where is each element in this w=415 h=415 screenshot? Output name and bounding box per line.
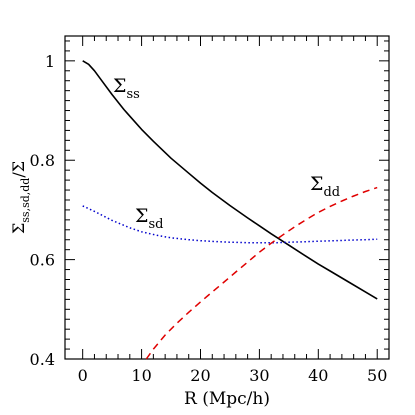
x-tick-label: 50: [367, 366, 387, 385]
x-tick-label: 10: [131, 366, 151, 385]
x-axis-label: R (Mpc/h): [184, 389, 270, 409]
x-tick-label: 40: [308, 366, 328, 385]
series-lines: [82, 60, 378, 360]
x-tick-label: 30: [249, 366, 269, 385]
x-tick-label: 0: [78, 366, 88, 385]
y-tick-label: 1: [45, 52, 55, 71]
plot-frame: [64, 35, 390, 360]
y-tick-label: 0.4: [30, 350, 55, 369]
tick-labels: 0 10 20 30 40 50 0.4 0.6 0.8 1: [30, 52, 388, 385]
series-label-sd: Σsd: [135, 205, 163, 232]
series-label-ss: Σss: [113, 75, 140, 102]
series-label-dd: Σdd: [310, 173, 340, 200]
series-line-ss: [82, 60, 378, 300]
y-tick-label: 0.8: [30, 151, 55, 170]
series-line-sd: [82, 205, 378, 244]
x-tick-label: 20: [190, 366, 210, 385]
series-line-dd: [145, 186, 378, 360]
y-tick-label: 0.6: [30, 251, 55, 270]
ticks: [65, 36, 389, 360]
y-axis-label: Σss,sd,dd/Σ: [9, 161, 32, 234]
